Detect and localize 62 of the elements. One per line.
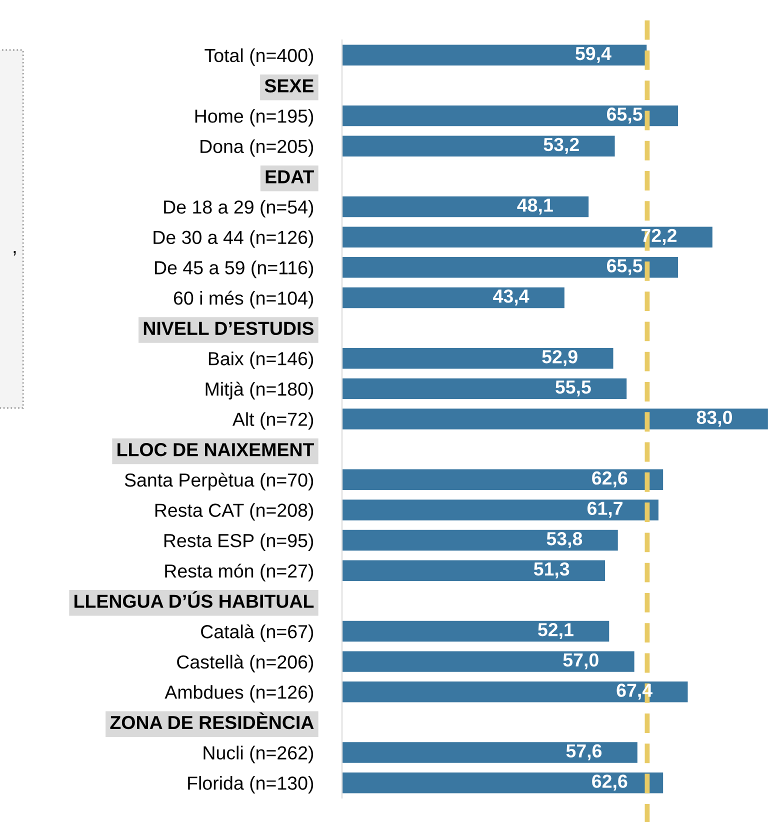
bar: [342, 498, 660, 522]
bar: [342, 771, 664, 794]
y-tick-label: ZONA DE RESIDÈNCIA: [110, 712, 314, 730]
y-tick-label: SEXE: [264, 79, 314, 92]
y-tick-label: Dona (n=205): [200, 139, 314, 157]
y-tick-label: Resta ESP (n=95): [164, 533, 314, 551]
bar: [342, 620, 610, 643]
y-tick-label: 60 i més (n=104): [174, 290, 314, 308]
y-tick-label: Home (n=195): [195, 109, 314, 126]
y-tick-label: Català (n=67): [201, 624, 314, 642]
data-label: 59,4: [576, 46, 612, 63]
data-label: 52,9: [542, 350, 578, 366]
bar: [342, 741, 639, 764]
bar: [342, 468, 664, 492]
data-label: 43,4: [493, 289, 530, 306]
bar: [342, 195, 590, 218]
y-tick-label: De 45 a 59 (n=116): [155, 260, 314, 278]
y-tick-label: Florida (n=130): [188, 776, 314, 794]
y-tick-label: Castellà (n=206): [177, 654, 314, 672]
data-label: 65,5: [607, 259, 642, 276]
data-label: 61,7: [587, 502, 622, 518]
data-label: 52,1: [538, 622, 574, 639]
bar: [342, 650, 636, 674]
bar: [342, 377, 628, 400]
data-label: 48,1: [517, 198, 553, 215]
y-tick-label: LLENGUA D’ÚS HABITUAL: [74, 591, 314, 608]
bar: [342, 408, 768, 430]
data-label: 55,5: [556, 380, 591, 396]
data-label: 57,6: [566, 744, 602, 760]
y-tick-label: EDAT: [266, 170, 314, 184]
data-label: 62,6: [592, 471, 628, 488]
bar: [342, 256, 680, 279]
bar: [342, 104, 680, 128]
bar: [342, 134, 616, 158]
y-tick-label: Baix (n=146): [208, 352, 314, 370]
bar: [342, 559, 606, 582]
data-label: 62,6: [592, 774, 628, 791]
data-label: 53,8: [546, 532, 582, 548]
data-label: 51,3: [534, 562, 570, 578]
y-tick-label: De 30 a 44 (n=126): [154, 230, 314, 248]
bar: [342, 346, 614, 370]
y-tick-label: Nucli (n=262): [204, 746, 314, 764]
data-label: 65,5: [607, 108, 642, 124]
data-label: 57,0: [563, 653, 598, 670]
y-tick-label: Ambdues (n=126): [164, 685, 314, 703]
bar: [342, 528, 619, 552]
bar: [342, 286, 566, 310]
y-tick-label: Resta món (n=27): [165, 564, 314, 582]
y-tick-label: LLOC DE NAIXEMENT: [118, 443, 314, 456]
y-tick-label: Alt (n=72): [232, 412, 314, 430]
y-tick-label: Santa Perpètua (n=70): [124, 472, 314, 490]
y-tick-label: De 18 a 29 (n=54): [164, 200, 314, 218]
data-label: 53,2: [544, 138, 579, 154]
y-tick-label: Mitjà (n=180): [206, 382, 314, 400]
bar: [342, 44, 648, 67]
bar: [342, 226, 714, 249]
bar: [342, 680, 689, 704]
data-label: 83,0: [696, 410, 732, 427]
y-tick-label: NIVELL D’ESTUDIS: [144, 322, 314, 336]
y-tick-label: Resta CAT (n=208): [155, 503, 314, 521]
y-tick-label: Total (n=400): [204, 48, 314, 66]
text: ,: [14, 250, 16, 256]
